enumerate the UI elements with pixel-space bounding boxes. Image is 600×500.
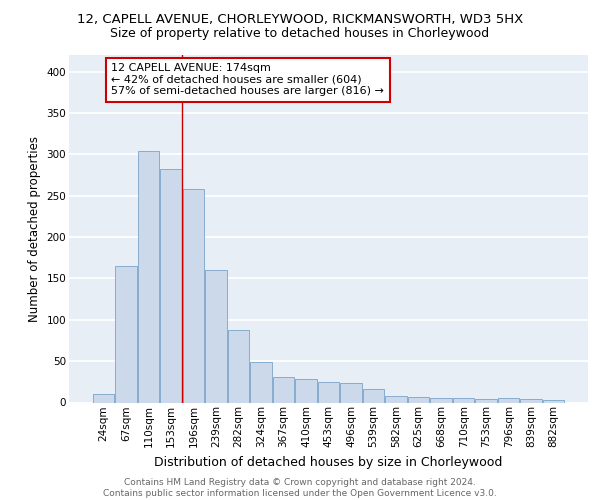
Bar: [543, 400, 565, 402]
Text: 12 CAPELL AVENUE: 174sqm
← 42% of detached houses are smaller (604)
57% of semi-: 12 CAPELL AVENUE: 174sqm ← 42% of detach…: [111, 64, 384, 96]
Bar: [160, 169, 182, 402]
Bar: [340, 384, 362, 402]
Bar: [115, 266, 137, 402]
Bar: [385, 396, 407, 402]
Bar: [273, 377, 294, 402]
Bar: [453, 398, 475, 402]
Bar: [520, 399, 542, 402]
Text: Size of property relative to detached houses in Chorleywood: Size of property relative to detached ho…: [110, 28, 490, 40]
Text: 12, CAPELL AVENUE, CHORLEYWOOD, RICKMANSWORTH, WD3 5HX: 12, CAPELL AVENUE, CHORLEYWOOD, RICKMANS…: [77, 12, 523, 26]
Bar: [295, 378, 317, 402]
Bar: [137, 151, 159, 403]
X-axis label: Distribution of detached houses by size in Chorleywood: Distribution of detached houses by size …: [154, 456, 503, 468]
Bar: [228, 330, 249, 402]
Bar: [408, 396, 429, 402]
Bar: [363, 390, 384, 402]
Text: Contains HM Land Registry data © Crown copyright and database right 2024.
Contai: Contains HM Land Registry data © Crown c…: [103, 478, 497, 498]
Bar: [250, 362, 272, 403]
Bar: [318, 382, 339, 402]
Bar: [498, 398, 520, 402]
Bar: [205, 270, 227, 402]
Bar: [182, 189, 204, 402]
Bar: [475, 399, 497, 402]
Bar: [92, 394, 114, 402]
Bar: [430, 398, 452, 402]
Y-axis label: Number of detached properties: Number of detached properties: [28, 136, 41, 322]
